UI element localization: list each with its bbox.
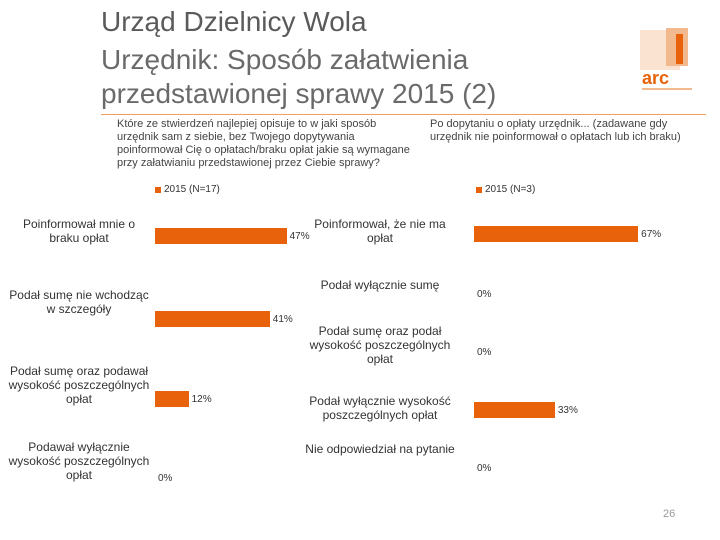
- bar: [155, 311, 270, 327]
- page-subtitle-line2: przedstawionej sprawy 2015 (2): [101, 78, 497, 109]
- legend-left: 2015 (N=17): [155, 184, 220, 195]
- data-label: 12%: [191, 394, 212, 405]
- legend-swatch: [155, 186, 161, 193]
- bar: [155, 391, 189, 407]
- logo-text: arc: [642, 68, 669, 88]
- data-label: 33%: [557, 405, 578, 416]
- data-label: 0%: [477, 463, 492, 474]
- category-label: Podał wyłącznie wysokość poszczególnych …: [309, 394, 451, 422]
- category-label: Podał sumę oraz podał wysokość poszczegó…: [309, 324, 451, 366]
- bar: [155, 228, 287, 244]
- data-label: 41%: [272, 314, 293, 325]
- data-label: 0%: [477, 289, 492, 300]
- data-label: 67%: [641, 229, 662, 240]
- data-label: 47%: [289, 231, 310, 242]
- legend-right: 2015 (N=3): [476, 184, 535, 195]
- data-label: 0%: [477, 347, 492, 358]
- page-subtitle-line1: Urzędnik: Sposób załatwienia: [101, 44, 469, 75]
- page-number: 26: [663, 508, 676, 520]
- data-label: 0%: [158, 473, 173, 484]
- category-label: Podał sumę nie wchodząc w szczegóły: [9, 288, 149, 316]
- legend-label: 2015 (N=3): [485, 184, 536, 195]
- category-label: Podał wyłącznie sumę: [320, 278, 440, 292]
- question-left: Które ze stwierdzeń najlepiej opisuje to…: [117, 118, 410, 169]
- category-label: Poinformował mnie o braku opłat: [22, 217, 136, 245]
- bar: [474, 402, 555, 418]
- question-right: Po dopytaniu o opłaty urzędnik... (zadaw…: [430, 118, 681, 143]
- category-label: Podawał wyłącznie wysokość poszczególnyc…: [8, 440, 150, 482]
- header-divider: [101, 114, 706, 115]
- legend-label: 2015 (N=17): [164, 184, 220, 195]
- category-label: Poinformował, że nie ma opłat: [314, 217, 446, 245]
- legend-swatch: [476, 186, 482, 193]
- bar: [474, 226, 639, 242]
- page-title: Urząd Dzielnicy Wola: [101, 6, 367, 37]
- category-label: Podał sumę oraz podawał wysokość poszcze…: [8, 364, 150, 406]
- arc-logo-icon: arc: [640, 28, 692, 90]
- category-label: Nie odpowiedział na pytanie: [305, 442, 455, 456]
